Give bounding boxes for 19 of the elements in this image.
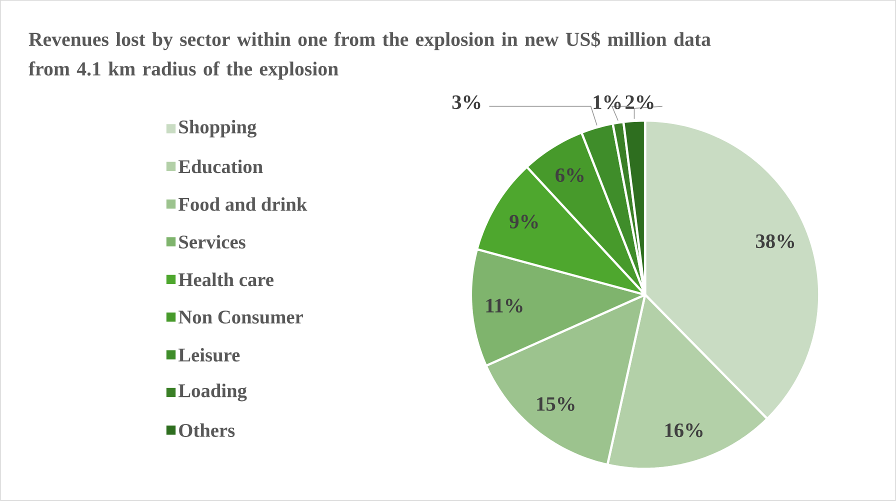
data-label: 6%: [556, 168, 584, 182]
legend-label: Food and drink: [178, 197, 308, 211]
legend-label: Others: [179, 423, 235, 438]
data-label: 2%: [626, 95, 654, 110]
data-label: 38%: [756, 234, 794, 248]
data-label: 15%: [537, 397, 574, 412]
legend-label: Leisure: [178, 348, 240, 362]
legend-label: Shopping: [179, 120, 256, 138]
legend-label: Non Consumer: [178, 310, 303, 324]
chart-title: Revenues lost by sector within one from the explosion in new US$ million data from 4.1 km radius of the explosion: [28, 32, 711, 80]
data-label: 16%: [665, 423, 702, 438]
data-label: 1%: [594, 95, 621, 110]
legend-label: Health care: [178, 272, 274, 286]
data-label: 11%: [486, 298, 522, 313]
data-label: 9%: [510, 214, 538, 229]
legend-label: Loading: [178, 384, 247, 402]
data-label: 3%: [452, 95, 480, 110]
legend-label: Services: [179, 235, 246, 249]
legend-label: Education: [178, 160, 263, 174]
